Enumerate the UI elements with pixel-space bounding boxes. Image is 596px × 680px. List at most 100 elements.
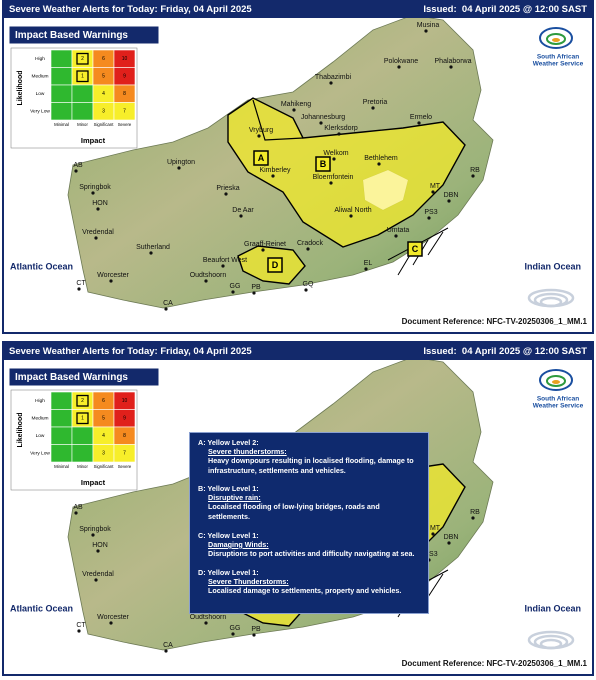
place-marker — [304, 288, 308, 292]
place-label: PS3 — [424, 209, 437, 216]
place-label: Johannesburg — [301, 114, 345, 121]
alert-entry: A: Yellow Level 2: Severe thunderstorms: H… — [198, 438, 420, 475]
place-label: Phalaborwa — [435, 58, 472, 65]
header-title: Severe Weather Alerts for Today: Friday,… — [9, 346, 252, 357]
place-marker — [394, 234, 398, 238]
matrix-cell — [71, 444, 94, 463]
matrix-title-box — [8, 25, 160, 45]
place-label: RB — [470, 509, 480, 516]
place-marker — [257, 134, 261, 138]
place-label: Oudtshoorn — [190, 614, 227, 621]
place-marker — [371, 106, 375, 110]
matrix-cell-label: 2 — [81, 56, 84, 62]
region-label: D — [272, 260, 279, 270]
matrix-column-label: Minimal — [54, 464, 69, 469]
matrix-row-label: Very Low — [30, 451, 50, 457]
logo-text: South African — [537, 54, 579, 61]
warning-area-a-split — [252, 99, 304, 141]
place-marker — [417, 121, 421, 125]
header-bar — [3, 342, 593, 360]
place-label: PS3 — [424, 551, 437, 558]
alert-hazard: Disruptive rain: — [208, 493, 261, 503]
alert-level: D: Yellow Level 1: — [198, 567, 259, 577]
region-marker — [315, 156, 331, 172]
logo-text: Weather Service — [533, 61, 584, 68]
place-label: Sutherland — [136, 244, 170, 251]
place-marker — [109, 621, 113, 625]
place-marker — [204, 621, 208, 625]
logo-swirl — [546, 33, 566, 45]
matrix-column-label: Minor — [77, 122, 88, 127]
region-label: C — [412, 244, 419, 254]
matrix-cell — [50, 84, 73, 103]
alert-entry: B: Yellow Level 1: Disruptive rain: Locali… — [198, 484, 420, 521]
place-label: GG — [230, 625, 241, 632]
place-label: Klerksdorp — [324, 125, 358, 132]
place-label: Welkom — [323, 150, 348, 157]
place-marker — [77, 629, 81, 633]
matrix-row-label: Very Low — [30, 109, 50, 115]
matrix-cell-label: 5 — [102, 416, 105, 422]
place-label: Bethlehem — [364, 155, 398, 162]
place-label: RB — [470, 167, 480, 174]
matrix-cell-label: 7 — [123, 109, 126, 115]
alert-hazard: Severe Thunderstorms: — [208, 576, 289, 586]
place-marker — [364, 267, 368, 271]
alert-description: Localised flooding of low-lying bridges,… — [208, 502, 380, 522]
place-label: CA — [163, 642, 173, 649]
place-label: Polokwane — [384, 58, 418, 65]
place-marker — [91, 191, 95, 195]
place-marker — [431, 190, 435, 194]
matrix-cell — [50, 49, 73, 68]
matrix-row-label: Low — [36, 91, 45, 97]
place-marker — [224, 192, 228, 196]
matrix-cell-label: 1 — [81, 416, 84, 422]
place-label: MT — [430, 183, 441, 190]
place-label: PB — [251, 626, 261, 633]
alert-entry: C: Yellow Level 1: Damaging Winds: Disrupt… — [198, 531, 420, 559]
matrix-cell — [50, 444, 73, 463]
place-marker — [77, 287, 81, 291]
matrix-cell — [50, 67, 73, 86]
place-marker — [319, 121, 323, 125]
matrix-column-label: Severe — [118, 122, 132, 127]
matrix-column-label: Minor — [77, 464, 88, 469]
matrix-column-label: Significant — [94, 122, 115, 127]
place-label: Mahikeng — [281, 101, 311, 108]
place-marker — [221, 264, 225, 268]
issued-time: Issued: 04 April 2025 @ 12:00 SAST — [423, 346, 587, 357]
matrix-cell-label: 5 — [102, 74, 105, 80]
matrix-cell-label: 3 — [102, 109, 105, 115]
matrix-cell — [50, 426, 73, 445]
region-label: A — [258, 153, 265, 163]
ocean-label: Indian Ocean — [524, 261, 581, 271]
matrix-cell-label: 8 — [123, 433, 126, 439]
alert-hazard: Damaging Winds: — [208, 539, 269, 549]
matrix-cell-label: 7 — [123, 451, 126, 457]
place-marker — [471, 516, 475, 520]
place-marker — [471, 174, 475, 178]
logo-text: Weather Service — [533, 403, 584, 410]
matrix-cell-label: 8 — [123, 91, 126, 97]
matrix-column-label: Severe — [118, 464, 132, 469]
place-marker — [164, 649, 168, 653]
place-marker — [377, 162, 381, 166]
region-label: B — [320, 159, 327, 169]
place-marker — [424, 29, 428, 33]
place-label: Kimberley — [259, 167, 291, 174]
place-marker — [239, 214, 243, 218]
header-bar — [3, 0, 593, 18]
matrix-x-label: Impact — [81, 478, 106, 487]
place-label: MT — [430, 525, 441, 532]
alert-details: A: Yellow Level 2: Severe thunderstorms: H… — [189, 432, 429, 614]
place-label: Worcester — [97, 272, 129, 279]
matrix-cell-label: 4 — [102, 91, 105, 97]
place-label: Upington — [167, 159, 195, 166]
alert-hazard: Severe thunderstorms: — [208, 447, 287, 456]
matrix-cell-label: 6 — [102, 56, 105, 62]
matrix-row-label: High — [35, 56, 45, 62]
place-marker — [292, 108, 296, 112]
logo-swirl — [552, 38, 560, 42]
place-marker — [447, 199, 451, 203]
matrix-y-label: Likelihood — [17, 413, 24, 448]
